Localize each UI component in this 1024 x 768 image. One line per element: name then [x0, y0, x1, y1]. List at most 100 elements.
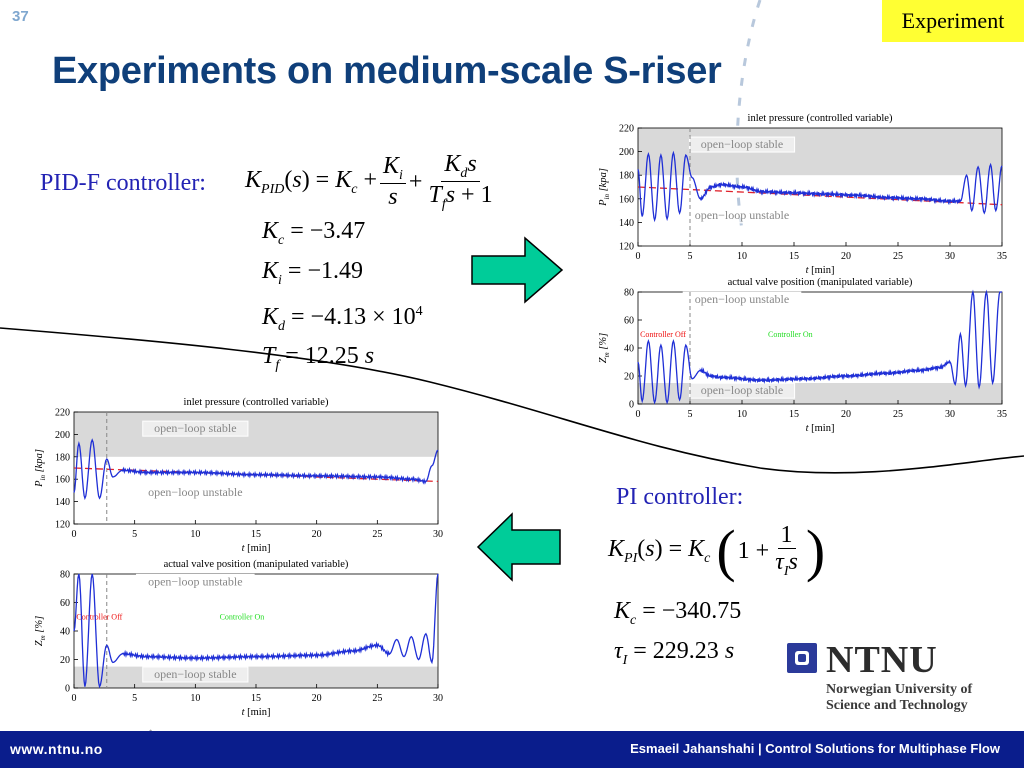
chart-title: actual valve position (manipulated varia…	[164, 559, 349, 570]
y-tick-label: 120	[619, 242, 634, 253]
x-axis-label: t [min]	[806, 423, 835, 434]
x-tick-label: 5	[132, 529, 137, 540]
pi-param-kc: Kc = −340.75	[614, 598, 742, 628]
x-tick-label: 15	[789, 409, 799, 420]
x-tick-label: 10	[737, 251, 747, 262]
chart-title: actual valve position (manipulated varia…	[728, 277, 913, 288]
region-label-box	[136, 484, 255, 501]
y-tick-label: 0	[629, 400, 634, 411]
x-tick-label: 5	[688, 251, 693, 262]
divider-curve	[0, 327, 1024, 474]
pidf-transfer-function: KPID(s) = Kc + Ki s + Kds Tfs + 1	[245, 151, 493, 213]
arrow-right-icon	[471, 236, 564, 304]
series-line	[637, 289, 1002, 405]
chart-title: inlet pressure (controlled variable)	[184, 397, 329, 408]
x-tick-label: 25	[372, 529, 382, 540]
x-tick-label: 15	[251, 529, 261, 540]
x-tick-label: 0	[72, 529, 77, 540]
pidf-param-ki: Ki = −1.49	[262, 257, 363, 288]
y-axis-label: Pin [kpa]	[34, 449, 47, 488]
ntnu-logo-text: NTNU	[826, 639, 938, 681]
pi-controller-label: PI controller:	[616, 484, 744, 510]
region-label: open−loop unstable	[695, 292, 789, 306]
y-tick-label: 80	[624, 288, 634, 299]
ntnu-logo-icon	[787, 643, 817, 673]
x-tick-label: 0	[636, 409, 641, 420]
pi-transfer-function: KPI(s) = Kc ( 1 + 1 τIs )	[608, 518, 826, 583]
y-tick-label: 80	[60, 570, 70, 581]
y-tick-label: 140	[619, 218, 634, 229]
x-tick-label: 30	[945, 251, 955, 262]
pidf-param-kd: Kd = −4.13 × 104	[262, 303, 423, 334]
pi-parameters: Kc = −340.75 τI = 229.23 s	[614, 596, 741, 676]
y-tick-label: 140	[55, 497, 70, 508]
controller-annotation: Controller Off	[640, 330, 686, 339]
footer-bar	[0, 731, 1024, 768]
y-tick-label: 180	[55, 452, 70, 463]
pidf-controller-label: PID-F controller:	[40, 170, 206, 196]
y-axis-label: Pin [kpa]	[598, 168, 611, 207]
y-tick-label: 20	[624, 372, 634, 383]
x-tick-label: 10	[737, 409, 747, 420]
x-tick-label: 20	[312, 529, 322, 540]
chart-title: inlet pressure (controlled variable)	[748, 113, 893, 124]
y-tick-label: 20	[60, 655, 70, 666]
region-label-box	[136, 573, 255, 590]
section-tag: Experiment	[882, 0, 1024, 42]
y-tick-label: 60	[624, 316, 634, 327]
x-tick-label: 35	[997, 251, 1007, 262]
y-tick-label: 60	[60, 598, 70, 609]
x-tick-label: 20	[841, 409, 851, 420]
slide-number: 37	[12, 8, 29, 25]
x-tick-label: 25	[372, 693, 382, 704]
x-tick-label: 10	[190, 529, 200, 540]
series-line	[73, 573, 439, 689]
y-tick-label: 200	[55, 430, 70, 441]
setpoint-line	[637, 186, 1003, 206]
y-tick-label: 120	[55, 520, 70, 531]
x-tick-label: 20	[841, 251, 851, 262]
y-axis-label: Zm [%]	[598, 333, 611, 363]
x-tick-label: 25	[893, 251, 903, 262]
y-axis-label: Zm [%]	[34, 616, 47, 646]
region-label: open−loop stable	[154, 667, 236, 681]
footer-credit: Esmaeil Jahanshahi | Control Solutions f…	[630, 741, 1000, 756]
region-label-box	[142, 420, 249, 437]
x-tick-label: 5	[132, 693, 137, 704]
x-tick-label: 30	[433, 529, 443, 540]
region-label: open−loop unstable	[148, 574, 242, 588]
region-label-box	[142, 666, 249, 683]
ntnu-logo-subtitle: Norwegian University of Science and Tech…	[826, 682, 973, 713]
pidf-parameters: Kc = −3.47 Ki = −1.49 Kd = −4.13 × 104 T…	[262, 216, 423, 381]
region-label: open−loop stable	[154, 421, 236, 435]
x-tick-label: 0	[636, 251, 641, 262]
x-tick-label: 35	[997, 409, 1007, 420]
y-tick-label: 160	[55, 475, 70, 486]
footer-url-link[interactable]: www.ntnu.no	[10, 741, 103, 757]
pidf-pressure-chart: inlet pressure (controlled variable) 0 5 10…	[598, 113, 1007, 276]
x-tick-label: 25	[893, 409, 903, 420]
region-label-box	[688, 136, 796, 153]
region-label: open−loop unstable	[695, 208, 789, 222]
region-label-box	[688, 382, 796, 399]
region-label: open−loop stable	[701, 137, 783, 151]
x-tick-label: 15	[251, 693, 261, 704]
y-tick-label: 40	[60, 627, 70, 638]
x-tick-label: 0	[72, 693, 77, 704]
arrow-left-icon	[476, 512, 561, 582]
y-tick-label: 160	[619, 194, 634, 205]
pidf-param-kc: Kc = −3.47	[262, 218, 366, 248]
pidf-param-tf: Tf = 12.25 s	[262, 343, 375, 374]
y-tick-label: 0	[65, 684, 70, 695]
y-tick-label: 220	[55, 408, 70, 419]
x-axis-label: t [min]	[242, 543, 271, 554]
x-tick-label: 5	[688, 409, 693, 420]
controller-annotation: Controller On	[768, 330, 813, 339]
series-line	[73, 438, 439, 501]
x-axis-label: t [min]	[242, 707, 271, 718]
y-tick-label: 40	[624, 344, 634, 355]
x-tick-label: 30	[945, 409, 955, 420]
x-tick-label: 10	[190, 693, 200, 704]
pi-param-tau: τI = 229.23 s	[614, 637, 735, 668]
